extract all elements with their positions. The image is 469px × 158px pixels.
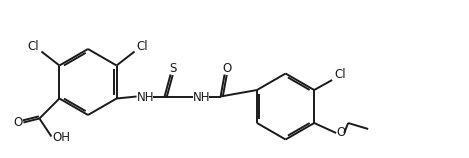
Text: Cl: Cl (28, 40, 39, 53)
Text: O: O (14, 116, 23, 129)
Text: O: O (337, 127, 346, 140)
Text: O: O (222, 62, 231, 75)
Text: NH: NH (137, 91, 154, 104)
Text: Cl: Cl (334, 69, 346, 82)
Text: OH: OH (53, 131, 70, 144)
Text: Cl: Cl (137, 40, 148, 53)
Text: S: S (169, 62, 176, 75)
Text: NH: NH (193, 91, 210, 104)
